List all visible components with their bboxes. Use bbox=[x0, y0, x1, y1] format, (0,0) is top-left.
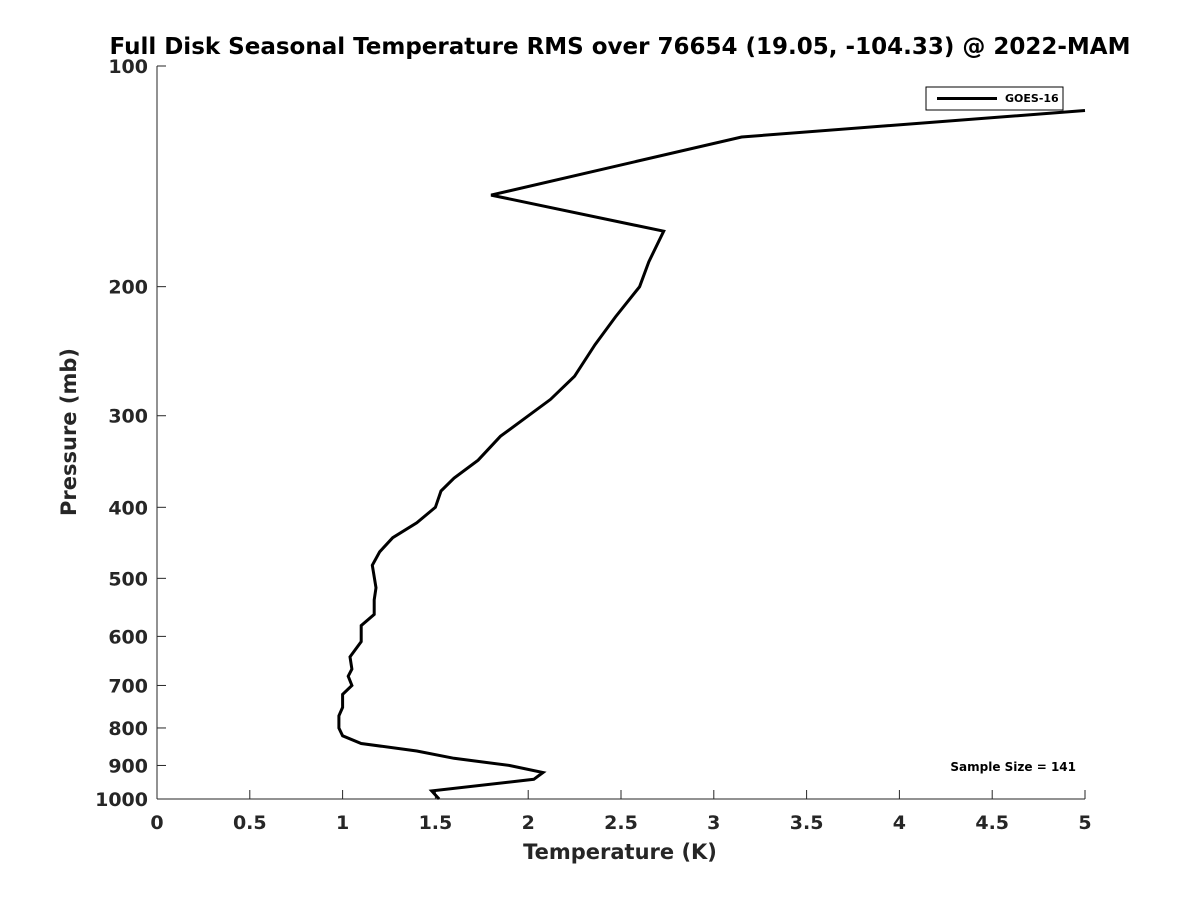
series-line-0 bbox=[337, 109, 1086, 801]
x-tick-label: 3 bbox=[707, 812, 720, 834]
x-axis-title: Temperature (K) bbox=[523, 840, 717, 864]
x-tick-label: 0.5 bbox=[233, 812, 267, 834]
y-tick-label: 700 bbox=[108, 675, 148, 697]
y-tick-label: 1000 bbox=[95, 789, 148, 811]
y-tick-label: 500 bbox=[108, 568, 148, 590]
y-tick-label: 100 bbox=[108, 56, 148, 78]
y-tick-label: 800 bbox=[108, 718, 148, 740]
sample-size-annotation: Sample Size = 141 bbox=[950, 760, 1076, 774]
x-tick-label: 1.5 bbox=[419, 812, 453, 834]
y-tick-label: 300 bbox=[108, 406, 148, 428]
legend-label-goes-16: GOES-16 bbox=[1005, 92, 1059, 105]
y-axis-title: Pressure (mb) bbox=[57, 348, 81, 516]
x-tick-label: 5 bbox=[1078, 812, 1091, 834]
y-tick-label: 200 bbox=[108, 277, 148, 299]
x-tick-label: 0 bbox=[150, 812, 163, 834]
series-group bbox=[337, 109, 1086, 801]
y-tick-label: 600 bbox=[108, 626, 148, 648]
y-tick-label: 400 bbox=[108, 497, 148, 519]
x-tick-label: 2.5 bbox=[604, 812, 638, 834]
legend: GOES-16 bbox=[925, 86, 1064, 111]
y-ticks: 100 200 300 400 500 600 700 800 900 1000 bbox=[95, 56, 166, 811]
x-tick-label: 1 bbox=[336, 812, 349, 834]
chart-title: Full Disk Seasonal Temperature RMS over … bbox=[110, 34, 1131, 60]
x-tick-label: 4 bbox=[893, 812, 906, 834]
y-tick-label: 900 bbox=[108, 755, 148, 777]
x-tick-label: 3.5 bbox=[790, 812, 824, 834]
x-ticks: 0 0.5 1 1.5 2 2.5 3 3.5 4 4.5 5 bbox=[150, 790, 1092, 834]
x-tick-label: 4.5 bbox=[975, 812, 1009, 834]
x-tick-label: 2 bbox=[522, 812, 535, 834]
